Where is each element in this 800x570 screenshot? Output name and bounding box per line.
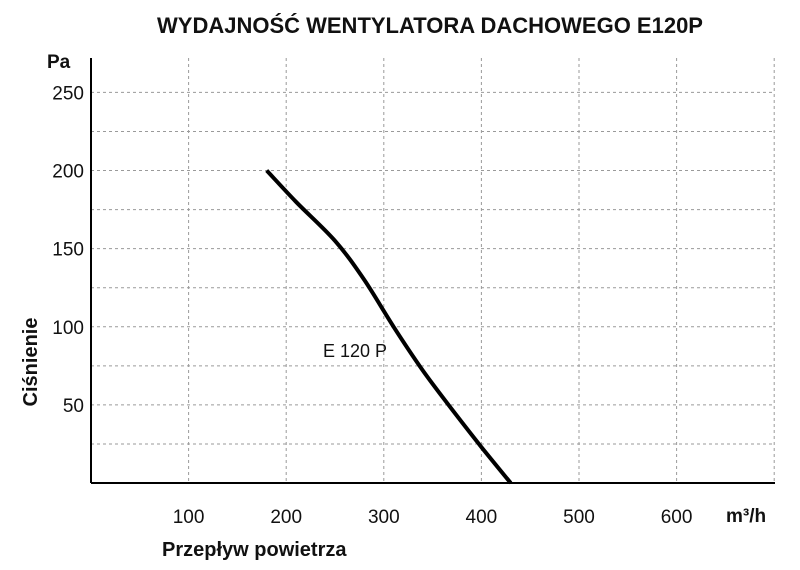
series-line [265,169,513,485]
x-tick-label: 500 [563,507,595,528]
y-tick-label: 200 [52,162,84,183]
chart-title: WYDAJNOŚĆ WENTYLATORA DACHOWEGO E120P [157,13,703,38]
x-tick-labels: 100 200 300 400 500 600 [173,507,693,528]
series-layer [265,169,513,485]
series-label: E 120 P [323,341,387,361]
x-unit-label: m³/h [726,506,766,527]
x-tick-label: 100 [173,507,205,528]
y-tick-label: 50 [63,396,84,417]
x-tick-label: 400 [466,507,498,528]
x-axis-label: Przepływ powietrza [162,539,347,561]
x-tick-label: 200 [270,507,302,528]
x-tick-label: 600 [661,507,693,528]
y-unit-label: Pa [47,52,71,73]
grid [91,58,775,483]
y-tick-label: 150 [52,240,84,261]
y-axis-label: Ciśnienie [20,318,42,407]
x-tick-label: 300 [368,507,400,528]
y-tick-label: 100 [52,318,84,339]
y-tick-labels: 50 100 150 200 250 [52,83,84,417]
y-tick-label: 250 [52,83,84,104]
